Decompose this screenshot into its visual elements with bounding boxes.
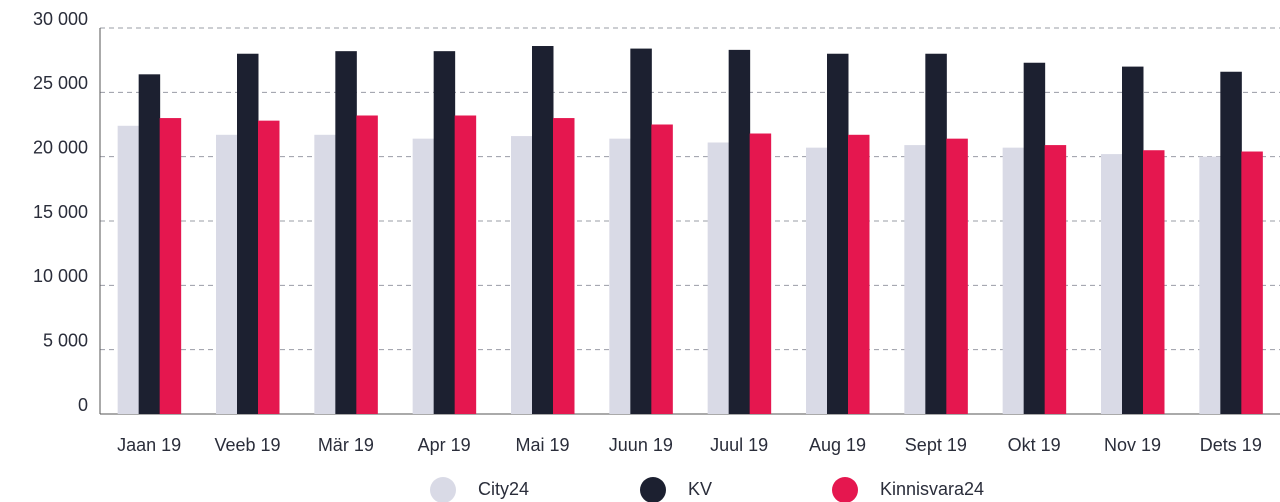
bar [728,49,751,415]
legend-swatch [832,477,858,502]
legend-swatch [430,477,456,502]
bar [511,136,533,414]
x-tick-label: Jaan 19 [117,435,181,455]
x-tick-label: Juun 19 [609,435,673,455]
bar [806,147,828,414]
bar [609,138,631,415]
bar [117,125,140,414]
y-tick-label: 10 000 [33,266,88,286]
bar [159,118,182,415]
bar [1023,62,1046,415]
x-tick-label: Apr 19 [418,435,471,455]
bar [454,115,477,414]
legend-label: KV [688,479,712,499]
bar [1241,151,1263,414]
x-tick-label: Juul 19 [710,435,768,455]
y-tick-label: 5 000 [43,330,88,350]
legend-swatch [640,477,666,502]
bar [314,134,336,414]
bar [138,74,161,414]
y-tick-label: 0 [78,395,88,415]
bar [553,118,575,415]
x-tick-label: Nov 19 [1104,435,1161,455]
x-tick-label: Dets 19 [1200,435,1262,455]
legend-label: Kinnisvara24 [880,479,984,499]
bar [946,138,968,415]
bar [1220,71,1242,414]
bar [1044,145,1067,414]
bar [651,124,673,414]
bar [904,145,926,414]
y-tick-label: 30 000 [33,9,88,29]
bar [1143,150,1165,414]
x-tick-label: Mär 19 [318,435,374,455]
bar [258,120,280,414]
x-tick-label: Mai 19 [515,435,569,455]
bar [356,115,378,414]
bar [1002,147,1025,414]
legend-label: City24 [478,479,529,499]
bar [749,133,772,415]
bar [1122,66,1144,414]
x-tick-label: Aug 19 [809,435,866,455]
bar [1101,154,1123,415]
bar [216,134,238,414]
x-tick-label: Veeb 19 [214,435,280,455]
y-tick-label: 25 000 [33,73,88,93]
y-tick-label: 20 000 [33,137,88,157]
bar [335,51,357,414]
bar [237,53,259,414]
x-tick-label: Sept 19 [905,435,967,455]
bar [848,134,870,414]
bar [827,53,849,414]
y-tick-label: 15 000 [33,202,88,222]
bar [433,51,456,414]
x-tick-label: Okt 19 [1008,435,1061,455]
bar [412,138,435,415]
bar [707,142,730,414]
bar [925,53,947,414]
bar [630,48,652,414]
bar [1199,156,1221,414]
bar [532,46,554,414]
